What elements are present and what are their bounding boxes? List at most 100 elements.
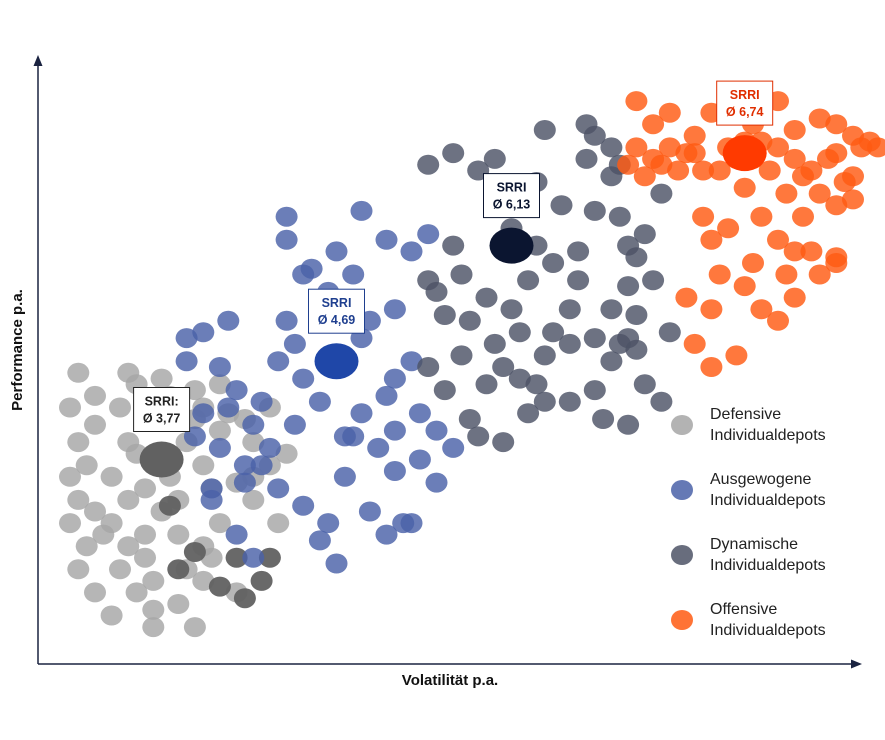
- data-point: [867, 137, 885, 158]
- data-point: [367, 437, 390, 458]
- data-point: [542, 253, 565, 273]
- data-point: [625, 305, 648, 325]
- data-point: [600, 299, 623, 320]
- data-point: [625, 137, 648, 158]
- data-point: [84, 501, 106, 522]
- data-point: [442, 235, 465, 256]
- data-point: [492, 432, 515, 453]
- data-point: [600, 137, 623, 158]
- callout-line1: SRRI:: [145, 395, 179, 409]
- data-point: [750, 206, 773, 227]
- data-point: [358, 501, 381, 522]
- data-point: [150, 368, 173, 389]
- data-point: [325, 241, 348, 262]
- data-point: [567, 270, 590, 291]
- data-point: [583, 328, 606, 349]
- legend-marker: [671, 545, 693, 565]
- data-point: [525, 374, 548, 395]
- data-point: [808, 264, 831, 285]
- legend-label-line1: Dynamische: [710, 536, 798, 553]
- srri-average-marker: [314, 343, 359, 380]
- data-point: [134, 547, 156, 568]
- data-point: [92, 524, 115, 545]
- data-point: [208, 513, 231, 534]
- callout-box: [716, 80, 774, 126]
- data-point: [667, 160, 690, 181]
- data-point: [258, 437, 281, 458]
- data-point: [717, 218, 740, 239]
- data-point: [317, 513, 340, 534]
- callout-line2: Ø 4,69: [318, 313, 356, 327]
- data-point: [267, 478, 290, 499]
- legend-label-line2: Individualdepots: [710, 427, 826, 444]
- data-point: [142, 617, 165, 638]
- data-point: [442, 143, 465, 164]
- data-point: [275, 206, 298, 227]
- legend-label-line1: Defensive: [710, 406, 781, 423]
- data-point: [84, 385, 106, 406]
- data-point: [650, 391, 673, 412]
- data-point: [633, 224, 656, 245]
- data-point: [783, 241, 806, 262]
- data-point: [400, 241, 423, 262]
- data-point: [533, 391, 556, 412]
- data-point: [492, 357, 515, 377]
- legend-item-ausgewogene: Ausgewogene Individualdepots: [671, 471, 826, 509]
- data-point: [208, 357, 231, 377]
- data-point: [517, 270, 540, 291]
- data-point: [109, 559, 131, 580]
- data-point: [475, 374, 498, 395]
- callout-dynamische-individualdepots: SRRI Ø 6,13: [483, 173, 540, 264]
- data-point: [542, 322, 565, 343]
- data-point: [633, 374, 656, 395]
- data-point: [692, 206, 715, 227]
- data-point: [242, 432, 265, 453]
- data-point: [242, 414, 265, 435]
- data-point: [533, 345, 556, 366]
- data-point: [250, 455, 273, 476]
- data-point: [350, 403, 373, 424]
- data-point: [617, 276, 640, 297]
- data-point: [283, 333, 306, 354]
- legend-label-line1: Offensive: [710, 601, 777, 618]
- data-point: [850, 137, 873, 158]
- data-point: [517, 403, 540, 424]
- legend-marker: [671, 610, 693, 630]
- data-point: [550, 195, 573, 216]
- callout-box: [483, 173, 540, 219]
- data-point: [217, 397, 240, 418]
- data-point: [175, 328, 198, 349]
- srri-average-marker: [139, 441, 184, 478]
- data-point: [658, 102, 681, 123]
- data-point: [292, 495, 315, 516]
- data-point: [483, 148, 506, 169]
- data-point: [167, 594, 190, 614]
- data-point: [567, 241, 590, 262]
- data-point: [708, 160, 731, 181]
- data-point: [217, 310, 240, 331]
- data-point: [100, 605, 123, 626]
- callout-line2: Ø 6,13: [493, 198, 531, 212]
- data-point: [683, 143, 706, 164]
- data-point: [650, 154, 673, 175]
- srri-average-marker: [722, 135, 767, 172]
- data-point: [750, 299, 773, 320]
- data-point: [800, 241, 823, 262]
- data-point: [808, 183, 831, 204]
- data-point: [767, 229, 789, 250]
- data-point: [642, 270, 665, 291]
- data-point: [558, 333, 581, 354]
- data-point: [225, 524, 248, 545]
- data-point: [558, 391, 581, 412]
- data-point: [700, 357, 723, 377]
- data-point: [233, 455, 256, 476]
- data-point: [383, 368, 406, 389]
- data-point: [375, 385, 398, 406]
- data-point: [733, 177, 756, 198]
- data-point: [375, 524, 398, 545]
- y-axis-arrow-icon: [33, 55, 43, 66]
- data-point: [242, 547, 265, 568]
- data-point: [200, 478, 223, 499]
- data-point: [792, 206, 814, 227]
- data-point: [617, 154, 640, 175]
